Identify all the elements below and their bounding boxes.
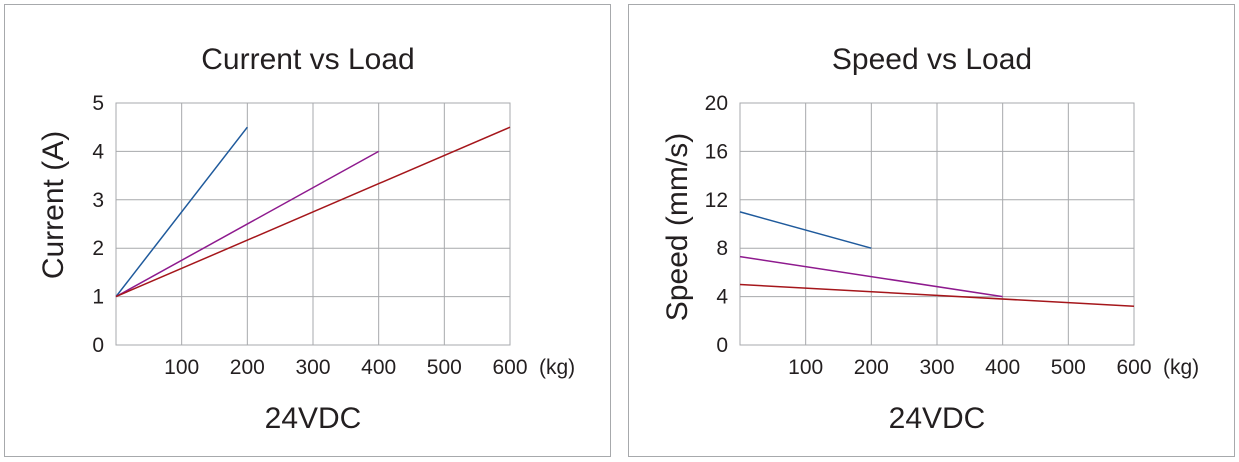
x-axis-unit: (kg) — [539, 356, 575, 379]
series-purple-line — [739, 255, 1003, 298]
y-tick-label: 2 — [92, 237, 104, 260]
x-tick-label: 600 — [1116, 356, 1151, 379]
x-axis-unit: (kg) — [1163, 356, 1199, 379]
x-tick-label: 500 — [427, 356, 462, 379]
x-tick-label: 300 — [295, 356, 330, 379]
series-purple-line — [115, 150, 380, 298]
x-tick-label: 100 — [164, 356, 199, 379]
speed-vs-load-chart: Speed vs Load Speed (mm/s) 24VDC 100 200 3… — [661, 43, 1199, 435]
y-tick-label: 16 — [705, 140, 728, 163]
current-vs-load-chart: Current vs Load Current (A) 24VDC 100 200… — [37, 43, 575, 435]
y-tick-label: 3 — [92, 189, 104, 212]
series-red-line — [739, 283, 1135, 308]
y-tick-label: 0 — [716, 334, 728, 357]
series-blue-line — [739, 211, 872, 249]
chart-footer-voltage: 24VDC — [889, 402, 986, 435]
x-tick-label: 400 — [985, 356, 1020, 379]
chart-footer-voltage: 24VDC — [265, 402, 362, 435]
x-tick-label: 200 — [230, 356, 265, 379]
y-tick-label: 1 — [92, 286, 104, 309]
x-tick-label: 300 — [919, 356, 954, 379]
x-tick-label: 100 — [788, 356, 823, 379]
current-vs-load-panel: Current vs Load Current (A) 24VDC 100 200… — [4, 4, 611, 457]
x-tick-label: 200 — [854, 356, 889, 379]
chart-title: Speed vs Load — [832, 43, 1032, 76]
x-tick-label: 400 — [361, 356, 396, 379]
x-tick-label: 600 — [492, 356, 527, 379]
y-tick-label: 0 — [92, 334, 104, 357]
series-blue-line — [115, 126, 248, 298]
y-axis-label: Current (A) — [37, 131, 70, 279]
x-tick-label: 500 — [1051, 356, 1086, 379]
y-tick-label: 12 — [705, 189, 728, 212]
y-tick-label: 4 — [716, 286, 728, 309]
y-tick-label: 8 — [716, 237, 728, 260]
series-red-line — [115, 126, 511, 298]
y-tick-label: 4 — [92, 140, 104, 163]
y-tick-label: 20 — [705, 92, 728, 115]
speed-vs-load-panel: Speed vs Load Speed (mm/s) 24VDC 100 200 3… — [628, 4, 1235, 457]
y-axis-label: Speed (mm/s) — [661, 133, 694, 321]
chart-title: Current vs Load — [201, 43, 414, 76]
y-tick-label: 5 — [92, 92, 104, 115]
